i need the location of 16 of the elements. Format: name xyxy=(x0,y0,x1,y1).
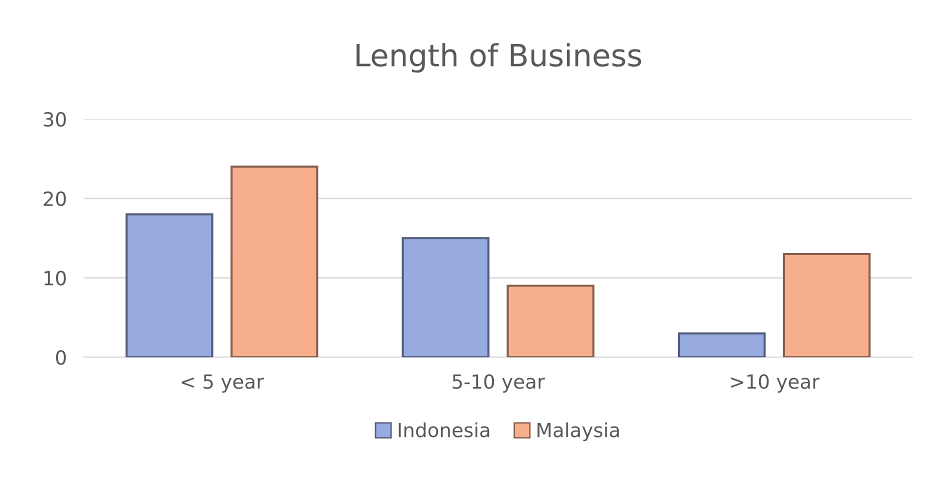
x-tick-label: < 5 year xyxy=(182,374,264,393)
chart-title: Length of Business xyxy=(356,43,642,73)
y-tick-label: 10 xyxy=(44,270,66,286)
bar xyxy=(782,252,871,358)
legend-label: Malaysia xyxy=(538,422,619,442)
y-tick-label: 20 xyxy=(44,191,66,206)
legend-label: Indonesia xyxy=(398,422,490,438)
bar xyxy=(678,332,766,358)
y-tick-label: 0 xyxy=(56,350,66,365)
bar xyxy=(126,213,214,358)
bar xyxy=(230,166,318,358)
x-tick-label: 5-10 year xyxy=(452,374,545,393)
bar xyxy=(402,237,490,358)
y-tick-label: 30 xyxy=(44,112,66,127)
x-tick-label: >10 year xyxy=(731,374,820,393)
bar xyxy=(506,284,594,358)
